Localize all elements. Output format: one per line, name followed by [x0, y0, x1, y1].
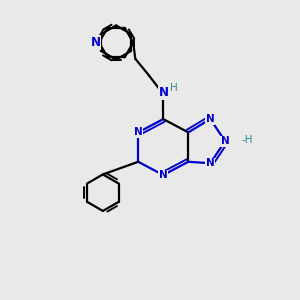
Text: H: H: [170, 82, 177, 93]
Text: N: N: [221, 136, 230, 146]
Text: N: N: [206, 158, 215, 168]
Text: N: N: [134, 127, 142, 137]
Text: N: N: [159, 170, 168, 180]
Text: N: N: [206, 114, 215, 124]
Text: -H: -H: [241, 135, 253, 145]
Text: N: N: [159, 86, 169, 99]
Text: N: N: [91, 36, 100, 49]
